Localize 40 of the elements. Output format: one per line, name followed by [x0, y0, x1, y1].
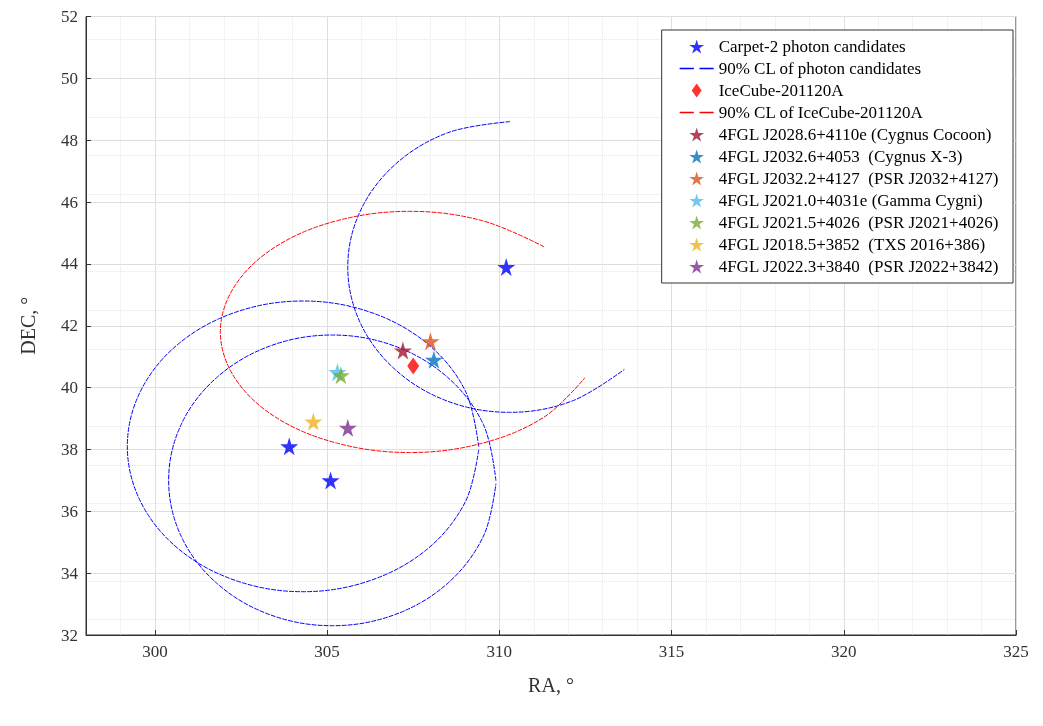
point: [393, 341, 412, 360]
legend-label: IceCube-201120A: [718, 81, 845, 100]
legend-label: 4FGL J2032.2+4127 (PSR J2032+4127): [718, 169, 999, 188]
legend-label: 4FGL J2028.6+4110e (Cygnus Cocoon): [718, 125, 992, 144]
y-tick-label: 48: [61, 130, 78, 150]
line-series: [219, 210, 586, 454]
x-tick-label: 305: [314, 642, 340, 661]
point: [421, 332, 440, 351]
y-tick-label: 38: [61, 439, 78, 459]
y-tick-label: 50: [61, 68, 78, 88]
y-tick-label: 42: [61, 316, 78, 336]
y-axis-title: DEC, °: [17, 296, 39, 355]
point: [321, 471, 340, 490]
x-tick-label: 320: [831, 642, 857, 661]
point: [280, 437, 299, 456]
legend-label: 4FGL J2032.6+4053 (Cygnus X-3): [718, 147, 963, 166]
y-tick-label: 52: [61, 7, 78, 26]
legend-label: 4FGL J2021.5+4026 (PSR J2021+4026): [718, 213, 999, 232]
y-tick-label: 44: [61, 254, 79, 274]
x-tick-label: 315: [658, 642, 685, 661]
y-tick-label: 34: [61, 563, 79, 583]
point: [338, 418, 357, 437]
legend-label: 4FGL J2022.3+3840 (PSR J2022+3842): [718, 257, 999, 276]
y-tick-label: 36: [61, 501, 78, 521]
point: [424, 350, 443, 369]
legend-label: Carpet-2 photon candidates: [718, 37, 906, 56]
point: [497, 257, 516, 276]
y-tick-label: 32: [61, 625, 78, 645]
x-axis-title: RA, °: [528, 674, 574, 696]
point: [304, 412, 323, 431]
x-tick-label: 310: [486, 642, 513, 661]
x-tick-label: 325: [1003, 642, 1029, 661]
legend-label: 4FGL J2021.0+4031e (Gamma Cygni): [718, 191, 983, 210]
x-tick-label: 300: [142, 642, 168, 661]
point: [407, 357, 420, 375]
legend-label: 4FGL J2018.5+3852 (TXS 2016+386): [718, 235, 986, 254]
legend-label: 90% CL of photon candidates: [718, 59, 922, 78]
legend-label: 90% CL of IceCube-201120A: [718, 103, 924, 122]
y-tick-label: 40: [61, 378, 78, 398]
y-tick-label: 46: [61, 192, 78, 212]
